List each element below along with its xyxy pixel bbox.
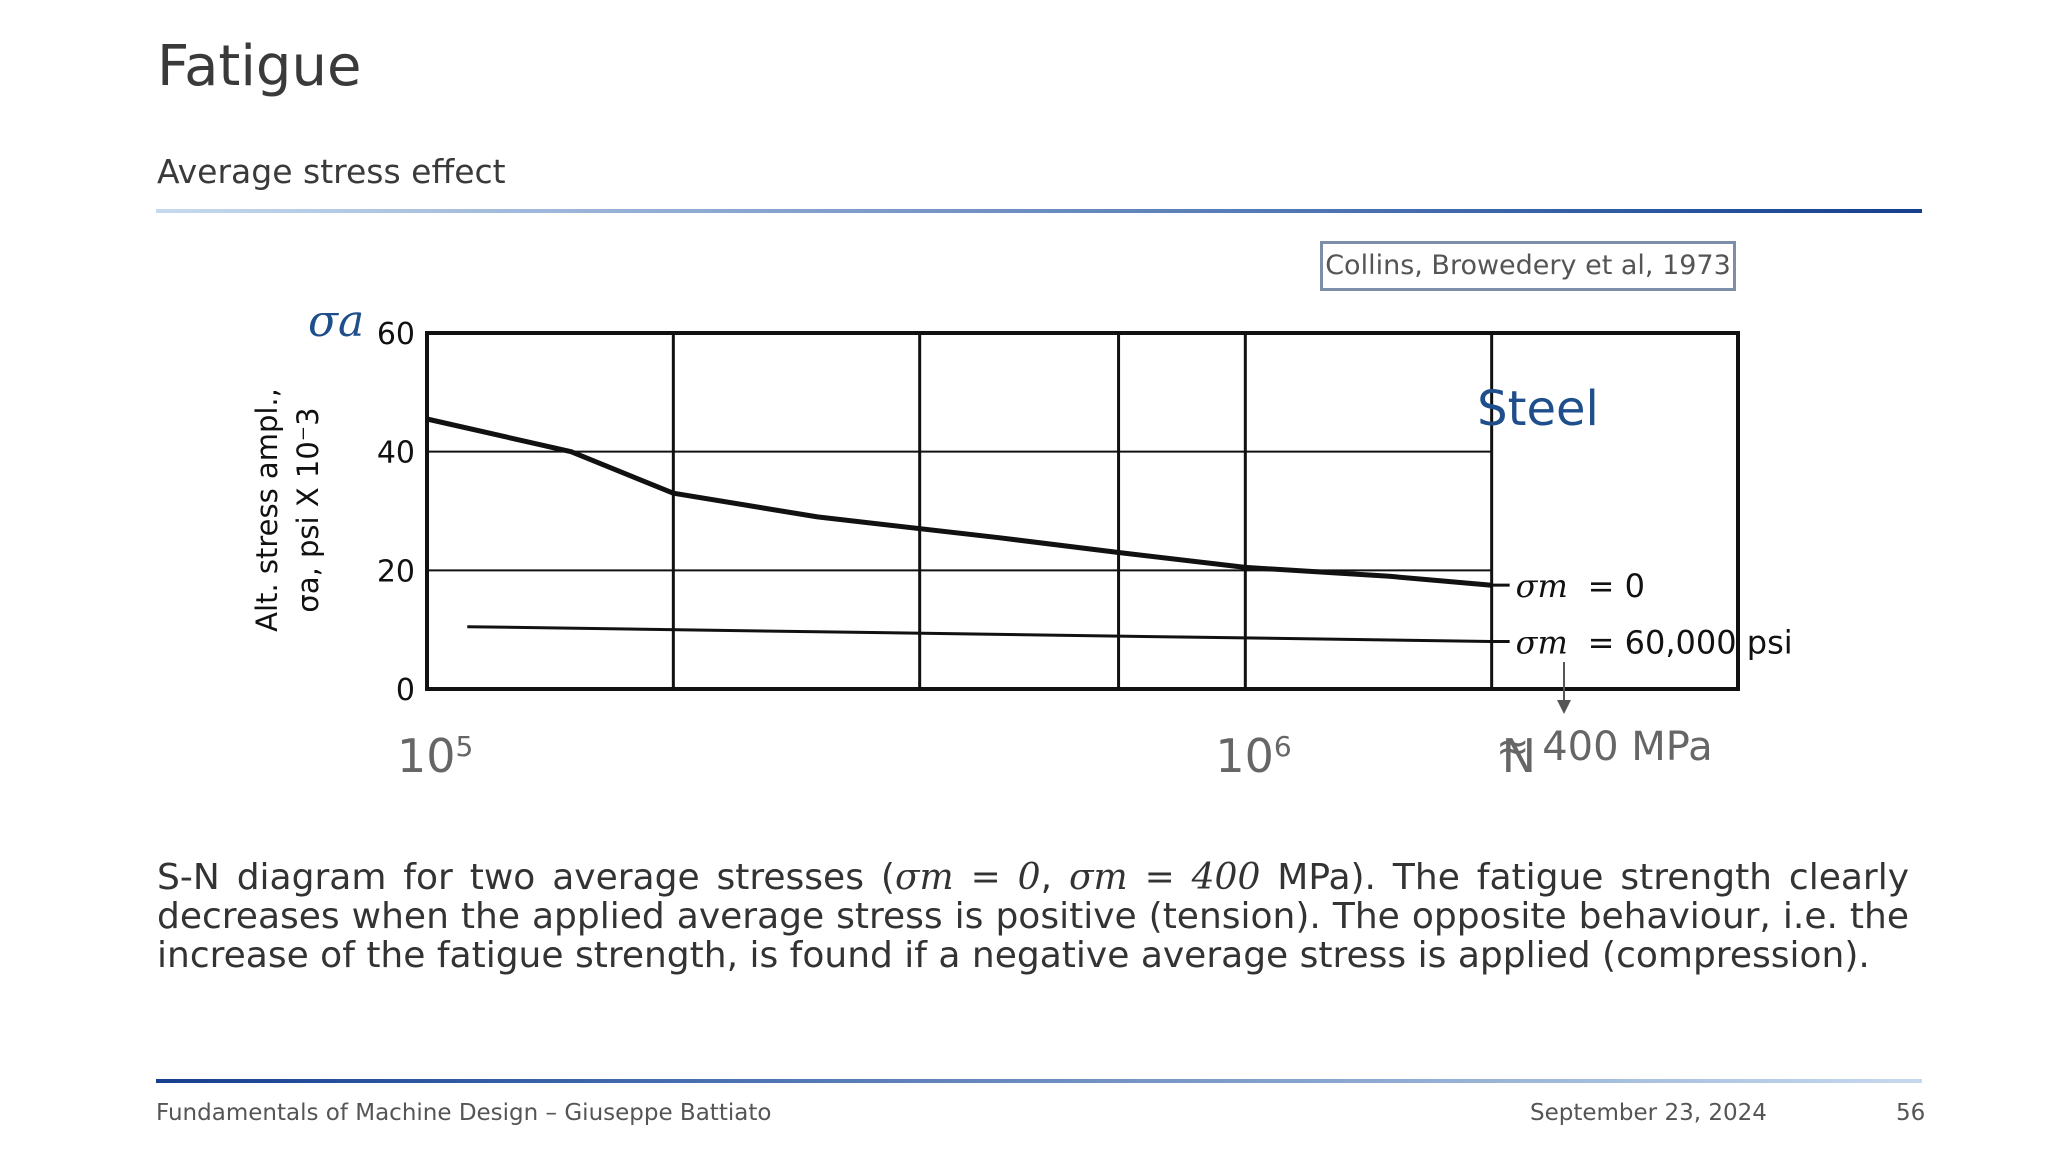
y-axis-label-line1: Alt. stress ampl., xyxy=(250,388,284,632)
footer-page-number: 56 xyxy=(1896,1100,1926,1126)
sn-diagram: 0 20 40 60 Alt. stress ampl., σa, psi X 10⁻3 σ… xyxy=(250,296,1793,783)
y-tick-label-60: 60 xyxy=(377,317,415,352)
series-label-symbol-2: σm xyxy=(1516,624,1568,662)
series-label-value-1: = 0 xyxy=(1588,567,1645,605)
caption-symbol-1: σm = 0 xyxy=(894,857,1041,898)
x-tick-label-1: 105 xyxy=(397,729,473,783)
footer-date: September 23, 2024 xyxy=(1530,1100,1767,1126)
slide-subtitle: Average stress effect xyxy=(157,152,506,191)
citation-box: Collins, Browedery et al, 1973 xyxy=(1320,241,1736,291)
header-divider xyxy=(156,209,1922,213)
y-tick-label-40: 40 xyxy=(377,436,415,471)
y-tick-label-0: 0 xyxy=(396,673,415,708)
caption-separator: , xyxy=(1040,857,1069,898)
caption: S-N diagram for two average stresses (σm… xyxy=(157,858,1909,975)
caption-suffix: MPa). The fatigue strength clearly decre… xyxy=(157,857,1910,976)
panel-label: Steel xyxy=(1477,381,1599,437)
y-axis-symbol: σa xyxy=(308,296,364,347)
footer-course: Fundamentals of Machine Design – Giusepp… xyxy=(156,1100,772,1126)
x-axis-end-label: N xyxy=(1502,729,1536,783)
footer-divider xyxy=(156,1079,1922,1083)
annotation-label: ≈ 400 MPa xyxy=(1496,724,1713,770)
x-tick-label-2: 106 xyxy=(1215,729,1291,783)
annotation-arrow-head xyxy=(1557,700,1571,714)
series-line-1 xyxy=(426,416,1492,588)
caption-prefix: S-N diagram for two average stresses ( xyxy=(157,857,895,898)
series-label-symbol-1: σm xyxy=(1516,567,1568,605)
caption-symbol-2: σm = 400 xyxy=(1068,857,1261,898)
slide-title: Fatigue xyxy=(157,34,362,99)
y-axis-label-line2: σa, psi X 10⁻3 xyxy=(291,407,325,612)
series-label-value-2: = 60,000 psi xyxy=(1588,624,1793,662)
series-line-2 xyxy=(467,625,1492,643)
y-tick-label-20: 20 xyxy=(377,554,415,589)
